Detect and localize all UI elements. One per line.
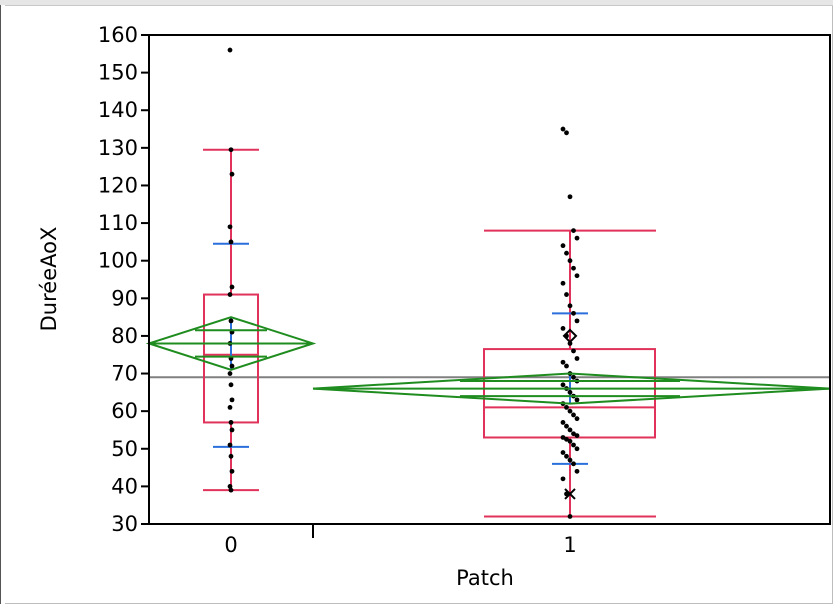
- data-point: [571, 442, 576, 448]
- data-point: [574, 416, 580, 422]
- x-tick-label: 1: [563, 533, 576, 557]
- y-tick-label: 50: [111, 437, 138, 461]
- data-point: [227, 224, 233, 230]
- y-tick-label: 150: [98, 61, 138, 85]
- data-point: [560, 126, 566, 132]
- window-top-edge: [0, 0, 833, 6]
- y-tick-label: 30: [111, 512, 138, 536]
- data-point: [228, 420, 234, 425]
- data-point: [564, 363, 569, 369]
- data-point: [571, 228, 576, 234]
- data-point: [560, 450, 566, 455]
- data-point: [228, 487, 234, 493]
- data-point: [571, 374, 576, 380]
- data-point: [567, 194, 573, 200]
- data-point: [228, 147, 234, 153]
- diamond-point-marker: [562, 328, 578, 344]
- x-axis-label: Patch: [456, 566, 514, 590]
- y-tick-label: 60: [111, 399, 138, 423]
- data-point: [229, 468, 235, 474]
- special-point-markers: [562, 328, 578, 500]
- data-point: [567, 514, 573, 519]
- data-point: [574, 446, 580, 452]
- data-point: [567, 438, 573, 444]
- data-point: [228, 382, 234, 388]
- data-point: [564, 423, 569, 429]
- quartile-box: [483, 348, 656, 439]
- data-point: [567, 389, 573, 395]
- data-point: [560, 420, 566, 425]
- data-point: [560, 382, 566, 388]
- data-point: [567, 408, 573, 414]
- data-point: [560, 359, 566, 365]
- y-tick-label: 130: [98, 136, 138, 160]
- data-point: [227, 404, 233, 410]
- plot-area-background: [149, 35, 830, 524]
- data-point: [560, 280, 566, 286]
- data-point: [564, 250, 569, 256]
- data-point: [227, 371, 233, 376]
- data-point: [567, 341, 573, 346]
- data-point: [567, 457, 573, 463]
- data-point: [227, 483, 233, 489]
- data-point: [571, 461, 576, 467]
- data-point: [564, 453, 569, 459]
- data-point: [227, 47, 233, 53]
- data-point: [574, 397, 580, 403]
- data-point: [567, 258, 573, 264]
- y-tick-label: 160: [98, 23, 138, 47]
- data-point: [574, 273, 580, 279]
- data-point: [574, 468, 580, 474]
- data-point: [228, 239, 234, 245]
- y-tick-label: 110: [98, 211, 138, 235]
- data-point: [229, 397, 235, 403]
- y-tick-label: 40: [111, 474, 138, 498]
- data-point: [227, 442, 233, 448]
- y-tick-label: 80: [111, 324, 138, 348]
- data-point: [564, 404, 569, 410]
- data-point: [574, 318, 580, 324]
- y-tick-label: 140: [98, 98, 138, 122]
- data-point: [571, 265, 576, 271]
- data-point: [228, 453, 234, 459]
- data-point: [229, 284, 235, 290]
- data-point: [574, 433, 580, 439]
- data-point: [574, 235, 580, 241]
- data-point: [227, 292, 233, 297]
- group-0: [145, 47, 317, 493]
- y-axis-label: DuréeAoX: [37, 227, 61, 332]
- data-point: [560, 476, 566, 482]
- data-point: [571, 412, 576, 418]
- data-point: [571, 310, 576, 316]
- cross-point-marker-stroke-b: [564, 488, 576, 500]
- y-tick-label: 90: [111, 286, 138, 310]
- data-point: [567, 427, 573, 433]
- y-tick-label: 70: [111, 362, 138, 386]
- plot-marks: [145, 47, 831, 519]
- data-point: [574, 356, 580, 361]
- data-point: [229, 171, 235, 177]
- plot-area-border: [148, 34, 831, 525]
- data-point: [229, 427, 235, 433]
- y-tick-label: 120: [98, 173, 138, 197]
- window-left-edge: [0, 5, 5, 604]
- data-point: [229, 363, 235, 369]
- data-point: [571, 348, 576, 354]
- data-point: [567, 303, 573, 309]
- data-point: [560, 243, 566, 249]
- y-axis: 30 40 50 60 70 80 90 100 110 120 130 140 150 160: [98, 23, 149, 536]
- y-tick-label: 100: [98, 249, 138, 273]
- data-point: [228, 318, 234, 324]
- x-tick-label: 0: [224, 533, 237, 557]
- data-point: [560, 326, 566, 331]
- data-point: [564, 292, 569, 297]
- data-point: [564, 130, 569, 136]
